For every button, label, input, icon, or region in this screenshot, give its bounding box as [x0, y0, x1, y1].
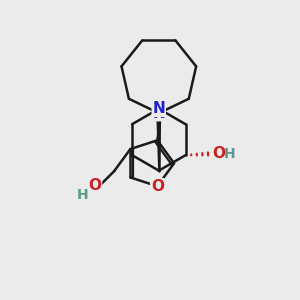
Text: O: O	[88, 178, 101, 194]
Text: N: N	[152, 106, 165, 121]
Text: H: H	[224, 147, 236, 161]
Text: H: H	[77, 188, 88, 202]
Text: N: N	[152, 101, 165, 116]
Text: O: O	[212, 146, 225, 161]
Polygon shape	[157, 113, 161, 171]
Text: O: O	[151, 179, 164, 194]
